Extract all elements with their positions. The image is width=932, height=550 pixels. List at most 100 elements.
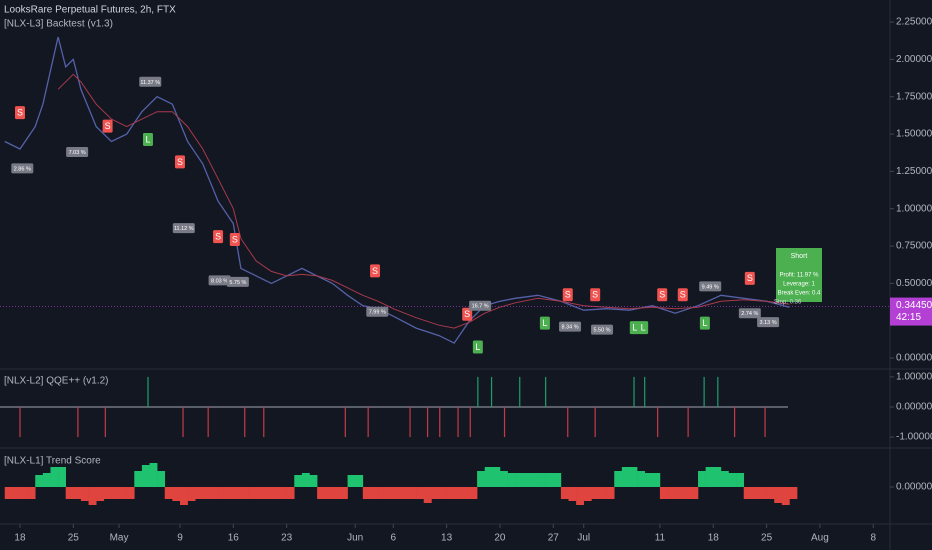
trade-label-text: 8.03 %: [211, 278, 228, 284]
bar: [408, 487, 417, 499]
trade-label-box: [366, 306, 389, 317]
bar: [182, 406, 184, 438]
bar: [263, 487, 272, 499]
signal-marker: S: [213, 230, 224, 244]
bar: [781, 487, 790, 505]
bar: [657, 406, 659, 438]
bar: [233, 487, 242, 499]
signal-marker: S: [370, 264, 381, 278]
x-tick-label: 6: [391, 533, 397, 544]
bar: [519, 376, 521, 407]
bar: [65, 487, 74, 499]
bar: [88, 487, 97, 505]
bar: [774, 487, 783, 503]
bar: [50, 467, 59, 487]
signal-marker: L: [142, 133, 153, 147]
signal-box: [638, 321, 649, 335]
bar: [27, 487, 36, 499]
x-tick-label: 25: [68, 533, 80, 544]
bar: [317, 487, 326, 499]
bar: [477, 471, 486, 487]
bar: [469, 487, 478, 499]
bar: [324, 487, 333, 499]
bar: [503, 406, 506, 438]
bar: [362, 487, 371, 499]
signal-marker: L: [638, 321, 649, 335]
bar: [187, 487, 196, 501]
bar: [515, 473, 524, 487]
x-tick-label: 11: [655, 533, 666, 544]
trade-label-text: 16.7 %: [472, 304, 489, 310]
info-line: Profit: 11.97 %: [780, 273, 820, 279]
bar: [344, 406, 346, 438]
bar: [606, 487, 615, 499]
bar: [652, 473, 661, 487]
trade-label-text: 9.49 %: [702, 284, 719, 290]
trade-label-text: 2.74 %: [741, 311, 758, 317]
trade-label: 16.7 %: [469, 300, 492, 311]
bar: [256, 487, 265, 499]
bar: [594, 406, 596, 438]
bar: [263, 406, 265, 438]
trade-label: 5.50 %: [591, 324, 614, 335]
signal-marker: S: [229, 233, 240, 247]
trade-label-box: [11, 163, 34, 174]
y-tick-label: -1.00000: [896, 432, 932, 443]
last-price-label: 0.34450: [896, 300, 932, 311]
bar: [530, 473, 539, 487]
bar: [355, 475, 364, 487]
bar: [567, 406, 569, 438]
signal-box: [142, 133, 153, 147]
x-tick-label: 8: [870, 533, 876, 544]
indicator-title: [NLX-L3] Backtest (v1.3): [4, 19, 113, 30]
bar: [591, 487, 600, 499]
signal-box: [629, 321, 640, 335]
bar: [492, 467, 501, 487]
signal-marker: L: [539, 316, 550, 330]
bar: [202, 487, 211, 499]
bar: [416, 487, 425, 499]
trade-label-box: [738, 308, 761, 319]
signal-label: S: [177, 157, 183, 167]
bar: [490, 376, 493, 407]
bar: [12, 487, 21, 499]
signal-box: [229, 233, 240, 247]
signal-box: [562, 288, 573, 302]
y-tick-label: 0.00000: [896, 482, 932, 493]
bar: [736, 473, 745, 487]
info-line: Leverage: 1: [783, 282, 815, 288]
bar: [111, 487, 120, 499]
trade-label: 11.37 %: [139, 76, 162, 87]
bar: [598, 487, 607, 499]
bar: [393, 487, 402, 499]
trade-label-text: 7.03 %: [69, 150, 86, 156]
signal-box: [213, 230, 224, 244]
bar: [332, 487, 341, 499]
bar: [477, 376, 479, 407]
signal-marker: S: [677, 288, 688, 302]
signal-box: [699, 316, 710, 330]
signal-marker: S: [174, 155, 185, 169]
signal-label: S: [680, 290, 686, 300]
signal-box: [677, 288, 688, 302]
x-tick-label: Jul: [577, 533, 590, 544]
bar: [499, 471, 508, 487]
trade-label-box: [226, 276, 249, 287]
signal-marker: S: [590, 288, 601, 302]
bar: [309, 475, 318, 487]
indicator-title: [NLX-L2] QQE++ (v1.2): [4, 376, 109, 387]
signal-box: [539, 316, 550, 330]
info-line: Short: [791, 253, 808, 260]
trade-label: 2.86 %: [11, 163, 34, 174]
signal-box: [370, 264, 381, 278]
signal-label: S: [105, 121, 111, 131]
bar: [507, 473, 516, 487]
bar: [675, 487, 684, 499]
bar: [667, 487, 676, 499]
y-tick-label: 1.50000: [896, 129, 932, 140]
bar: [172, 487, 181, 501]
bar: [77, 406, 79, 438]
bar: [248, 487, 257, 499]
trade-label: 5.75 %: [226, 276, 249, 287]
y-tick-label: 0.75000: [896, 241, 932, 252]
